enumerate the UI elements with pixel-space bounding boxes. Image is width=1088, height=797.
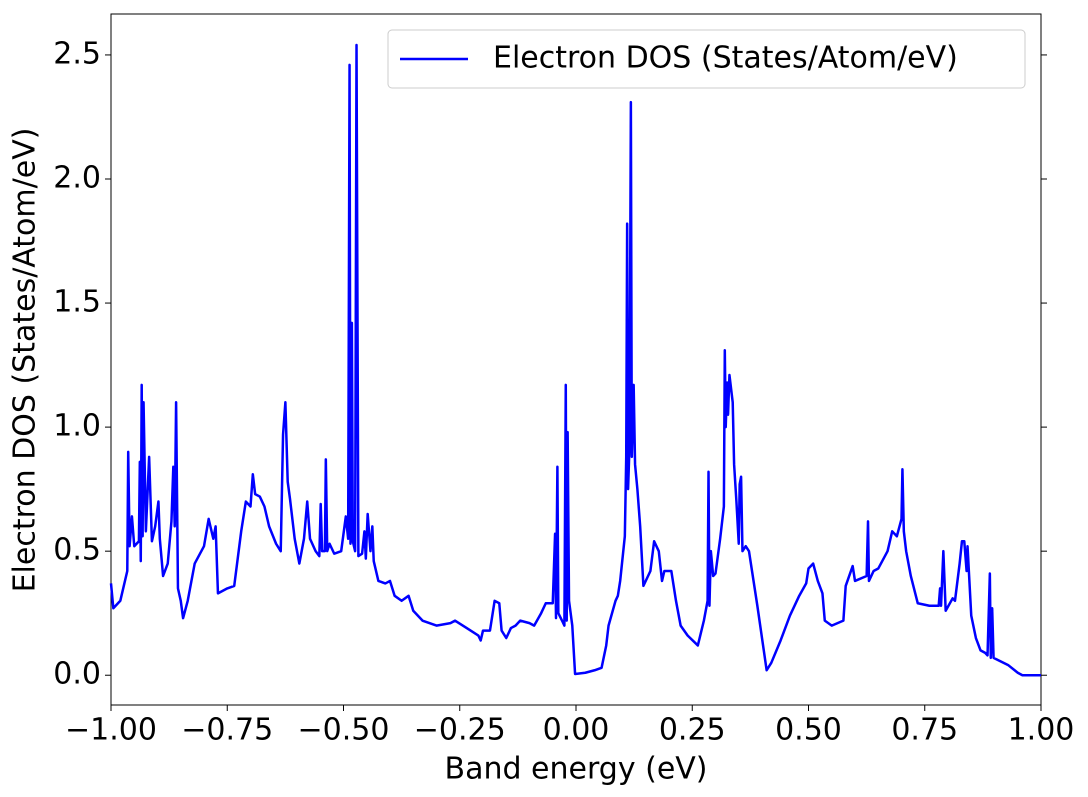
x-tick-label: 0.00 (543, 713, 610, 748)
x-tick-label: 1.00 (1008, 713, 1075, 748)
y-tick-label: 0.5 (53, 533, 101, 568)
x-axis-label: Band energy (eV) (444, 752, 707, 787)
y-tick-label: 0.0 (53, 657, 101, 692)
y-axis-label: Electron DOS (States/Atom/eV) (8, 128, 43, 593)
data-line (109, 43, 1041, 677)
y-tick-label: 1.0 (53, 409, 101, 444)
x-tick-label: 0.25 (659, 713, 726, 748)
y-tick-label: 2.0 (53, 160, 101, 195)
y-tick-label: 2.5 (53, 36, 101, 71)
legend-label: Electron DOS (States/Atom/eV) (493, 41, 958, 76)
legend-box (387, 29, 1026, 89)
x-tick-label: −0.25 (414, 713, 506, 748)
x-tick-label: 0.75 (891, 713, 958, 748)
x-tick-label: −1.00 (65, 713, 157, 748)
y-tick-label: 1.5 (53, 285, 101, 320)
x-tick-label: −0.50 (298, 713, 390, 748)
x-tick-label: −0.75 (181, 713, 273, 748)
x-tick-label: 0.50 (775, 713, 842, 748)
plot-frame (110, 13, 1042, 706)
